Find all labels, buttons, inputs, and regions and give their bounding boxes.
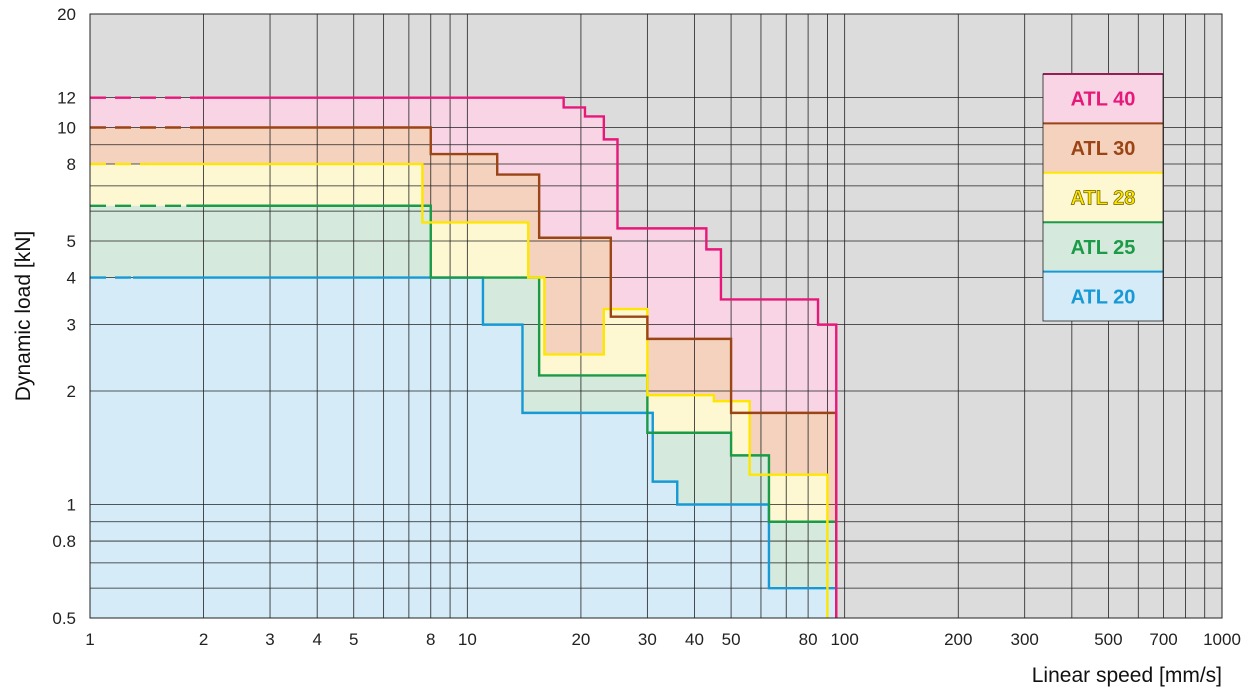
x-tick-label: 80	[799, 630, 818, 649]
legend-label-atl-28: ATL 28	[1071, 188, 1136, 210]
x-tick-labels: 1 2 3 4 5 8 10 20 30 40 50 80 100 200 300 500 700 1000	[85, 630, 1241, 649]
outline-atl-40	[195, 96, 838, 618]
y-tick-label: 1	[67, 496, 76, 515]
x-tick-label: 2	[199, 630, 208, 649]
x-tick-label: 700	[1149, 630, 1177, 649]
y-tick-label: 8	[67, 155, 76, 174]
legend-box-atl-28	[1043, 172, 1163, 223]
x-tick-label: 4	[312, 630, 321, 649]
outline-atl-25	[186, 204, 838, 618]
x-tick-label: 30	[638, 630, 657, 649]
legend-label-atl-25: ATL 25	[1071, 237, 1136, 259]
legend-label-atl-40: ATL 40	[1071, 89, 1136, 111]
x-tick-label: 3	[265, 630, 274, 649]
legend-box-atl-25	[1043, 222, 1163, 272]
x-tick-label: 40	[685, 630, 704, 649]
legend-box-atl-40	[1043, 74, 1163, 124]
x-tick-label: 100	[830, 630, 858, 649]
plot-frame	[89, 13, 1223, 619]
x-tick-label: 8	[426, 630, 435, 649]
legend-box-atl-30	[1043, 123, 1163, 173]
legend-label-atl-20: ATL 20	[1071, 286, 1136, 308]
legend: ATL 40 ATL 30 ATL 28 ATL 25 ATL 20	[1042, 73, 1164, 322]
y-tick-label: 4	[67, 269, 76, 288]
x-tick-label: 1	[85, 630, 94, 649]
x-tick-label: 500	[1094, 630, 1122, 649]
y-tick-label: 20	[57, 5, 76, 24]
legend-box-atl-20	[1043, 271, 1163, 321]
x-tick-label: 5	[349, 630, 358, 649]
y-tick-label: 3	[67, 316, 76, 335]
y-tick-label: 12	[57, 89, 76, 108]
area-atl-20	[90, 277, 837, 618]
x-tick-label: 50	[722, 630, 741, 649]
x-tick-label: 10	[458, 630, 477, 649]
x-axis-title: Linear speed [mm/s]	[1032, 664, 1222, 687]
x-tick-label: 1000	[1203, 630, 1241, 649]
outline-atl-28	[145, 162, 829, 618]
legend-frame	[1042, 73, 1164, 322]
y-tick-label: 0.5	[52, 609, 76, 628]
outline-atl-30	[195, 126, 838, 618]
x-tick-label: 20	[571, 630, 590, 649]
outline-atl-20	[132, 276, 838, 618]
x-tick-label: 200	[944, 630, 972, 649]
y-tick-label: 0.8	[52, 532, 76, 551]
y-axis-title: Dynamic load [kN]	[12, 231, 35, 401]
y-tick-label: 2	[67, 382, 76, 401]
y-tick-label: 10	[57, 118, 76, 137]
series-lines	[90, 96, 838, 618]
y-tick-label: 5	[67, 232, 76, 251]
x-tick-label: 300	[1011, 630, 1039, 649]
legend-label-atl-30: ATL 30	[1071, 138, 1136, 160]
